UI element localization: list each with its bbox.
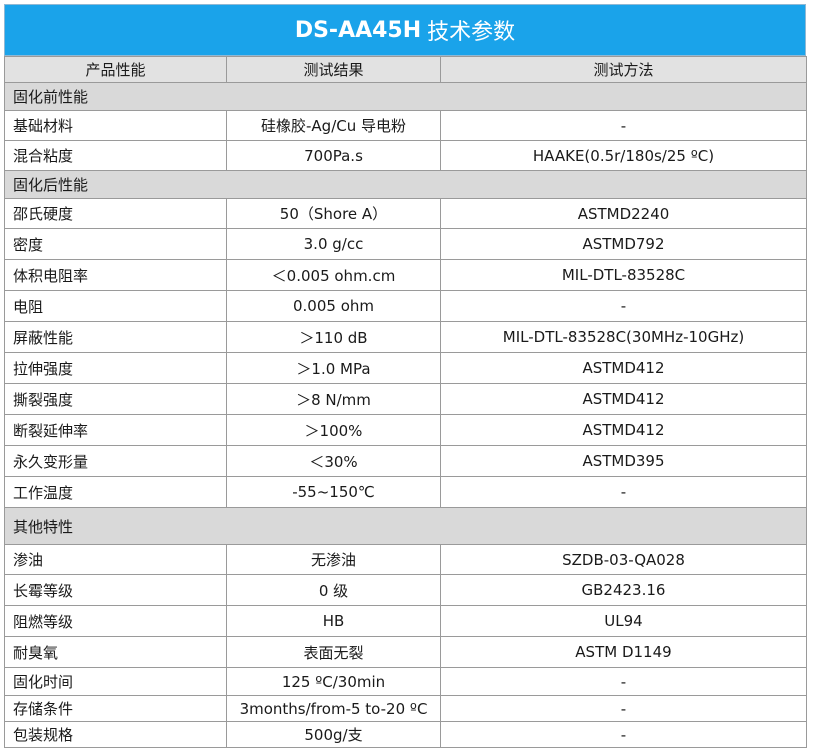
cell-method: -: [440, 721, 807, 748]
cell-result: 3months/from-5 to-20 ºC: [226, 695, 441, 722]
cell-property: 拉伸强度: [4, 352, 227, 384]
cell-property: 邵氏硬度: [4, 198, 227, 229]
cell-method: -: [440, 695, 807, 722]
cell-result: ＜0.005 ohm.cm: [226, 259, 441, 291]
section-label: 固化前性能: [4, 82, 807, 111]
section-label: 固化后性能: [4, 170, 807, 199]
cell-property: 屏蔽性能: [4, 321, 227, 353]
table-row: 固化时间 125 ºC/30min -: [4, 667, 807, 696]
cell-method: ASTMD792: [440, 228, 807, 260]
cell-property: 渗油: [4, 544, 227, 575]
header-result: 测试结果: [226, 56, 441, 83]
cell-result: 无渗油: [226, 544, 441, 575]
table-row: 耐臭氧 表面无裂 ASTM D1149: [4, 636, 807, 668]
cell-method: MIL-DTL-83528C: [440, 259, 807, 291]
section-row: 固化后性能: [4, 170, 807, 199]
cell-property: 混合粘度: [4, 140, 227, 171]
cell-result: ＞8 N/mm: [226, 383, 441, 415]
table-row: 阻燃等级 HB UL94: [4, 605, 807, 637]
cell-property: 固化时间: [4, 667, 227, 696]
table-row: 永久变形量 ＜30% ASTMD395: [4, 445, 807, 477]
section-row: 其他特性: [4, 507, 807, 545]
cell-result: 50（Shore A）: [226, 198, 441, 229]
cell-property: 体积电阻率: [4, 259, 227, 291]
cell-property: 基础材料: [4, 110, 227, 141]
cell-method: HAAKE(0.5r/180s/25 ºC): [440, 140, 807, 171]
cell-result: 0 级: [226, 574, 441, 606]
cell-result: 500g/支: [226, 721, 441, 748]
table-row: 长霉等级 0 级 GB2423.16: [4, 574, 807, 606]
cell-method: ASTMD395: [440, 445, 807, 477]
cell-result: HB: [226, 605, 441, 637]
table-row: 存储条件 3months/from-5 to-20 ºC -: [4, 695, 807, 722]
cell-property: 工作温度: [4, 476, 227, 508]
cell-property: 耐臭氧: [4, 636, 227, 668]
cell-result: 125 ºC/30min: [226, 667, 441, 696]
table-row: 邵氏硬度 50（Shore A） ASTMD2240: [4, 198, 807, 229]
cell-result: 3.0 g/cc: [226, 228, 441, 260]
table-row: 屏蔽性能 ＞110 dB MIL-DTL-83528C(30MHz-10GHz): [4, 321, 807, 353]
cell-method: ASTM D1149: [440, 636, 807, 668]
table-row: 渗油 无渗油 SZDB-03-QA028: [4, 544, 807, 575]
cell-result: -55~150℃: [226, 476, 441, 508]
cell-method: GB2423.16: [440, 574, 807, 606]
cell-property: 电阻: [4, 290, 227, 322]
cell-property: 断裂延伸率: [4, 414, 227, 446]
cell-property: 存储条件: [4, 695, 227, 722]
cell-method: ASTMD412: [440, 352, 807, 384]
cell-method: -: [440, 667, 807, 696]
cell-property: 阻燃等级: [4, 605, 227, 637]
cell-property: 密度: [4, 228, 227, 260]
cell-property: 永久变形量: [4, 445, 227, 477]
header-property: 产品性能: [4, 56, 227, 83]
cell-result: 表面无裂: [226, 636, 441, 668]
table-body: 固化前性能 基础材料 硅橡胶-Ag/Cu 导电粉 - 混合粘度 700Pa.s HAAKE(…: [4, 82, 807, 748]
cell-result: 700Pa.s: [226, 140, 441, 171]
spec-sheet: DS-AA45H 技术参数 产品性能 测试结果 测试方法 固化前性能 基础材料 硅橡…: [4, 4, 807, 748]
cell-property: 撕裂强度: [4, 383, 227, 415]
cell-result: 硅橡胶-Ag/Cu 导电粉: [226, 110, 441, 141]
cell-result: ＞110 dB: [226, 321, 441, 353]
table-row: 断裂延伸率 ＞100% ASTMD412: [4, 414, 807, 446]
table-header-row: 产品性能 测试结果 测试方法: [4, 56, 807, 83]
header-method: 测试方法: [440, 56, 807, 83]
table-row: 工作温度 -55~150℃ -: [4, 476, 807, 508]
table-row: 密度 3.0 g/cc ASTMD792: [4, 228, 807, 260]
cell-method: ASTMD2240: [440, 198, 807, 229]
cell-result: 0.005 ohm: [226, 290, 441, 322]
table-row: 混合粘度 700Pa.s HAAKE(0.5r/180s/25 ºC): [4, 140, 807, 171]
product-code: DS-AA45H: [294, 17, 422, 43]
table-row: 体积电阻率 ＜0.005 ohm.cm MIL-DTL-83528C: [4, 259, 807, 291]
cell-method: SZDB-03-QA028: [440, 544, 807, 575]
cell-result: ＜30%: [226, 445, 441, 477]
cell-method: -: [440, 476, 807, 508]
title-bar: DS-AA45H 技术参数: [4, 4, 806, 56]
spec-table: 产品性能 测试结果 测试方法 固化前性能 基础材料 硅橡胶-Ag/Cu 导电粉 - 混合…: [4, 56, 807, 748]
cell-method: UL94: [440, 605, 807, 637]
table-row: 拉伸强度 ＞1.0 MPa ASTMD412: [4, 352, 807, 384]
cell-property: 包装规格: [4, 721, 227, 748]
section-label: 其他特性: [4, 507, 807, 545]
table-row: 基础材料 硅橡胶-Ag/Cu 导电粉 -: [4, 110, 807, 141]
section-row: 固化前性能: [4, 82, 807, 111]
cell-method: -: [440, 110, 807, 141]
title-suffix: 技术参数: [427, 20, 516, 45]
table-row: 电阻 0.005 ohm -: [4, 290, 807, 322]
cell-method: MIL-DTL-83528C(30MHz-10GHz): [440, 321, 807, 353]
cell-result: ＞1.0 MPa: [226, 352, 441, 384]
cell-method: -: [440, 290, 807, 322]
table-row: 撕裂强度 ＞8 N/mm ASTMD412: [4, 383, 807, 415]
table-row: 包装规格 500g/支 -: [4, 721, 807, 748]
cell-method: ASTMD412: [440, 383, 807, 415]
cell-method: ASTMD412: [440, 414, 807, 446]
cell-property: 长霉等级: [4, 574, 227, 606]
cell-result: ＞100%: [226, 414, 441, 446]
